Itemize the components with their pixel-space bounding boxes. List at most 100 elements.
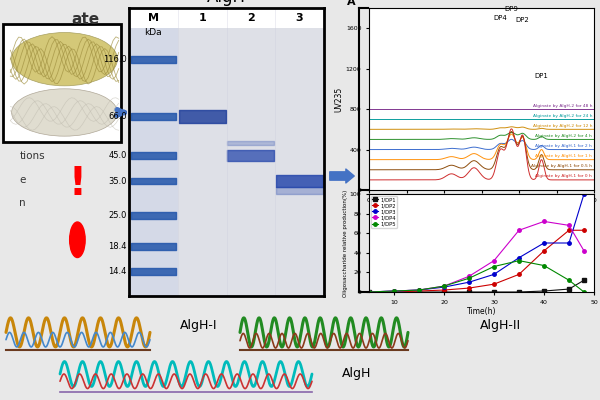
Circle shape bbox=[70, 222, 85, 258]
1/DP1 bbox=[565, 287, 572, 292]
1/DP3 bbox=[391, 289, 398, 294]
Text: DP9: DP9 bbox=[505, 6, 518, 12]
Text: DP4: DP4 bbox=[493, 15, 507, 21]
Text: 2: 2 bbox=[247, 13, 255, 23]
Text: e: e bbox=[19, 175, 26, 185]
Text: 18.4: 18.4 bbox=[108, 242, 127, 251]
1/DP1 bbox=[365, 290, 373, 294]
Text: Alginate by AlgH-1 for 0.5 h: Alginate by AlgH-1 for 0.5 h bbox=[531, 164, 592, 168]
Line: 1/DP5: 1/DP5 bbox=[367, 259, 586, 294]
Text: Alginate by AlgH-2 for 24 h: Alginate by AlgH-2 for 24 h bbox=[533, 114, 592, 118]
1/DP3 bbox=[580, 192, 587, 196]
1/DP2 bbox=[440, 288, 448, 292]
1/DP5 bbox=[565, 278, 572, 283]
1/DP1 bbox=[466, 290, 473, 294]
Text: AlgH: AlgH bbox=[342, 368, 371, 380]
1/DP5 bbox=[490, 264, 497, 269]
1/DP4 bbox=[580, 248, 587, 253]
X-axis label: Time(min): Time(min) bbox=[462, 206, 501, 214]
Line: 1/DP4: 1/DP4 bbox=[367, 220, 586, 294]
Text: A: A bbox=[347, 0, 355, 7]
1/DP3 bbox=[515, 255, 523, 260]
1/DP2 bbox=[565, 228, 572, 233]
Bar bbox=[227, 28, 275, 296]
1/DP1 bbox=[391, 290, 398, 294]
1/DP2 bbox=[541, 248, 548, 253]
Line: 1/DP2: 1/DP2 bbox=[367, 228, 586, 294]
Text: Alginate by AlgH-1 for 0 h: Alginate by AlgH-1 for 0 h bbox=[535, 174, 592, 178]
1/DP5 bbox=[580, 290, 587, 294]
Bar bbox=[178, 28, 227, 296]
X-axis label: Time(h): Time(h) bbox=[467, 308, 496, 316]
Text: !: ! bbox=[68, 164, 86, 202]
1/DP3 bbox=[466, 280, 473, 285]
1/DP5 bbox=[365, 290, 373, 294]
1/DP1 bbox=[515, 290, 523, 294]
Text: 3: 3 bbox=[296, 13, 304, 23]
Text: 1: 1 bbox=[198, 13, 206, 23]
Text: Alginate by AlgH-2 for 4 h: Alginate by AlgH-2 for 4 h bbox=[535, 134, 592, 138]
Text: AlgH-I: AlgH-I bbox=[180, 319, 218, 332]
1/DP1 bbox=[490, 290, 497, 294]
1/DP2 bbox=[515, 272, 523, 277]
1/DP1 bbox=[541, 289, 548, 294]
Legend: 1/DP1, 1/DP2, 1/DP3, 1/DP4, 1/DP5: 1/DP1, 1/DP2, 1/DP3, 1/DP4, 1/DP5 bbox=[371, 196, 397, 228]
Text: kDa: kDa bbox=[145, 28, 162, 37]
1/DP5 bbox=[466, 276, 473, 281]
1/DP3 bbox=[440, 285, 448, 290]
1/DP2 bbox=[580, 228, 587, 233]
Line: 1/DP3: 1/DP3 bbox=[367, 192, 586, 294]
Text: 25.0: 25.0 bbox=[109, 211, 127, 220]
1/DP1 bbox=[440, 290, 448, 294]
Text: n: n bbox=[19, 198, 26, 208]
1/DP5 bbox=[415, 288, 422, 292]
1/DP3 bbox=[415, 288, 422, 292]
Ellipse shape bbox=[11, 32, 118, 86]
1/DP5 bbox=[391, 289, 398, 294]
1/DP4 bbox=[391, 289, 398, 294]
1/DP1 bbox=[580, 278, 587, 283]
Text: Alginate by AlgH-2 for 48 h: Alginate by AlgH-2 for 48 h bbox=[533, 104, 592, 108]
1/DP4 bbox=[440, 284, 448, 288]
1/DP3 bbox=[565, 240, 572, 245]
1/DP5 bbox=[541, 263, 548, 268]
Ellipse shape bbox=[11, 89, 118, 136]
Text: 14.4: 14.4 bbox=[109, 267, 127, 276]
Text: ate: ate bbox=[71, 12, 99, 27]
Text: Alginate by AlgH-1 for 2 h: Alginate by AlgH-1 for 2 h bbox=[535, 144, 592, 148]
1/DP4 bbox=[515, 228, 523, 233]
Text: DP1: DP1 bbox=[535, 73, 548, 79]
FancyArrowPatch shape bbox=[117, 110, 124, 115]
1/DP3 bbox=[541, 240, 548, 245]
Y-axis label: Oligosaccharide relative production(%): Oligosaccharide relative production(%) bbox=[343, 189, 349, 297]
1/DP2 bbox=[415, 289, 422, 294]
FancyBboxPatch shape bbox=[2, 24, 121, 142]
1/DP4 bbox=[541, 219, 548, 224]
Text: DP2: DP2 bbox=[516, 17, 530, 23]
1/DP4 bbox=[466, 274, 473, 279]
Line: 1/DP1: 1/DP1 bbox=[367, 278, 586, 294]
Text: tions: tions bbox=[19, 151, 45, 161]
1/DP5 bbox=[515, 258, 523, 263]
1/DP4 bbox=[565, 223, 572, 228]
1/DP3 bbox=[490, 272, 497, 277]
1/DP3 bbox=[365, 290, 373, 294]
1/DP2 bbox=[466, 286, 473, 290]
Text: Alginate by AlgH-2 for 12 h: Alginate by AlgH-2 for 12 h bbox=[533, 124, 592, 128]
Text: AlgH-II: AlgH-II bbox=[480, 319, 521, 332]
1/DP4 bbox=[365, 290, 373, 294]
Bar bbox=[129, 28, 178, 296]
Text: 116.0: 116.0 bbox=[103, 55, 127, 64]
1/DP2 bbox=[391, 290, 398, 294]
Text: Alginate by AlgH-1 for 1 h: Alginate by AlgH-1 for 1 h bbox=[535, 154, 592, 158]
Text: 35.0: 35.0 bbox=[108, 176, 127, 186]
1/DP1 bbox=[415, 290, 422, 294]
Text: 66.0: 66.0 bbox=[108, 112, 127, 121]
Y-axis label: UV235: UV235 bbox=[334, 86, 343, 112]
1/DP2 bbox=[490, 282, 497, 286]
Title: AlgH: AlgH bbox=[207, 0, 246, 6]
Text: 45.0: 45.0 bbox=[109, 151, 127, 160]
1/DP5 bbox=[440, 284, 448, 288]
Text: M: M bbox=[148, 13, 159, 23]
1/DP4 bbox=[415, 288, 422, 292]
